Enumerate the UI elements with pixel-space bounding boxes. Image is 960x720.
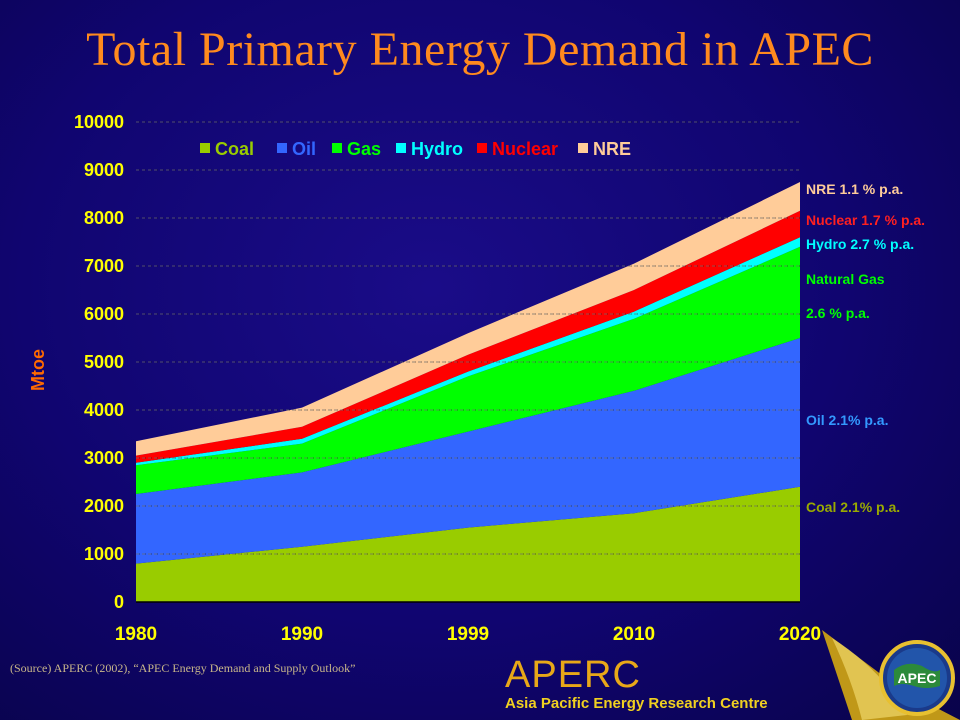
y-tick-label: 8000	[84, 208, 124, 228]
legend-label-coal: Coal	[215, 139, 254, 159]
annotation: NRE 1.1 % p.a.	[806, 181, 903, 197]
annotation: Hydro 2.7 % p.a.	[806, 236, 914, 252]
apec-badge-text: APEC	[898, 670, 937, 686]
annotation: Oil 2.1% p.a.	[806, 412, 888, 428]
legend-label-nuclear: Nuclear	[492, 139, 558, 159]
x-tick-label: 1999	[447, 624, 489, 645]
y-tick-label: 3000	[84, 448, 124, 468]
y-tick-label: 4000	[84, 400, 124, 420]
y-tick-label: 5000	[84, 352, 124, 372]
legend-swatch-hydro	[396, 143, 406, 153]
annotation-label: Natural Gas	[806, 271, 885, 287]
annotation: Coal 2.1% p.a.	[806, 499, 900, 515]
legend-label-nre: NRE	[593, 139, 631, 159]
y-tick-label: 7000	[84, 256, 124, 276]
area-oil	[136, 338, 800, 564]
y-tick-label: 0	[114, 592, 124, 612]
legend-swatch-nuclear	[477, 143, 487, 153]
x-tick-label: 1990	[281, 624, 323, 645]
legend-swatch-coal	[200, 143, 210, 153]
y-tick-label: 10000	[74, 112, 124, 132]
x-tick-label: 1980	[115, 624, 157, 645]
annotation: Nuclear 1.7 % p.a.	[806, 212, 925, 228]
y-tick-label: 6000	[84, 304, 124, 324]
source-citation: (Source) APERC (2002), “APEC Energy Dema…	[10, 661, 356, 675]
aperc-full-name: Asia Pacific Energy Research Centre	[505, 695, 768, 712]
page-title: Total Primary Energy Demand in APEC	[86, 23, 874, 76]
y-axis-label: Mtoe	[28, 349, 48, 391]
x-tick-label: 2010	[613, 624, 655, 645]
area-coal	[136, 486, 800, 602]
legend-swatch-nre	[578, 143, 588, 153]
area-gas	[136, 246, 800, 494]
aperc-logo-text: APERC	[505, 654, 641, 696]
apec-logo: APEC	[822, 630, 960, 720]
x-tick-label: 2020	[779, 624, 821, 645]
legend-label-gas: Gas	[347, 139, 381, 159]
y-tick-label: 1000	[84, 544, 124, 564]
y-tick-label: 2000	[84, 496, 124, 516]
legend-label-hydro: Hydro	[411, 139, 463, 159]
legend-swatch-oil	[277, 143, 287, 153]
y-tick-label: 9000	[84, 160, 124, 180]
area-nre	[136, 182, 800, 456]
legend-label-oil: Oil	[292, 139, 316, 159]
legend-swatch-gas	[332, 143, 342, 153]
annotation-rate: 2.6 % p.a.	[806, 305, 870, 321]
